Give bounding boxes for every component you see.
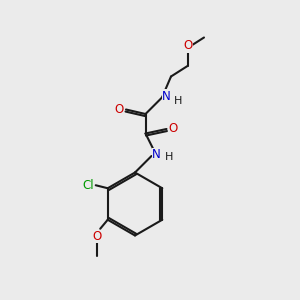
Text: H: H bbox=[174, 95, 183, 106]
Text: O: O bbox=[169, 122, 178, 136]
Text: N: N bbox=[152, 148, 160, 161]
Text: O: O bbox=[115, 103, 124, 116]
Text: O: O bbox=[93, 230, 102, 243]
Text: N: N bbox=[162, 89, 171, 103]
Text: Cl: Cl bbox=[82, 179, 94, 192]
Text: H: H bbox=[164, 152, 173, 163]
Text: O: O bbox=[184, 39, 193, 52]
